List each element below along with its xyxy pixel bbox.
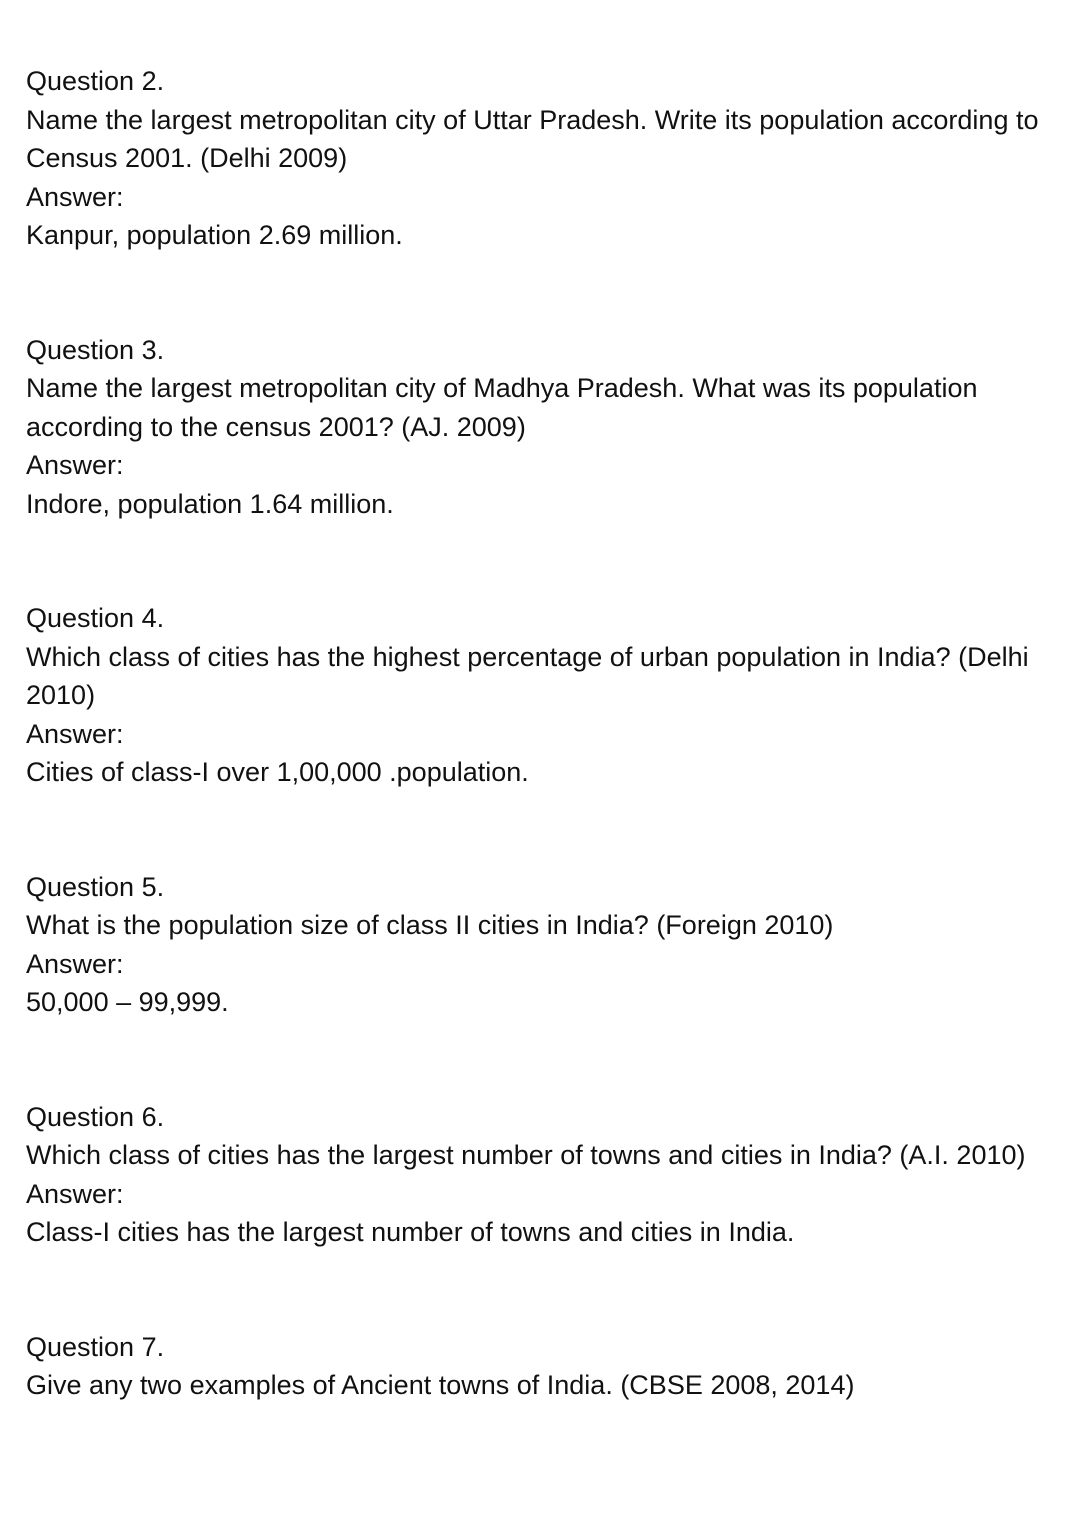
question-text: Give any two examples of Ancient towns o…	[26, 1370, 855, 1400]
question-4-block: Question 4. Which class of cities has th…	[26, 599, 1066, 792]
question-text: Which class of cities has the largest nu…	[26, 1140, 1026, 1170]
answer-text: Cities of class-I over 1,00,000 .populat…	[26, 757, 529, 787]
question-5-block: Question 5. What is the population size …	[26, 868, 1066, 1022]
question-text: Name the largest metropolitan city of Ma…	[26, 373, 978, 442]
question-text: What is the population size of class II …	[26, 910, 834, 940]
answer-label: Answer:	[26, 1178, 124, 1209]
question-label: Question 5.	[26, 871, 165, 902]
answer-label: Answer:	[26, 181, 124, 212]
question-label: Question 4.	[26, 603, 165, 633]
document-page: Question 2. Name the largest metropolita…	[26, 62, 1066, 1481]
question-2-block: Question 2. Name the largest metropolita…	[26, 62, 1066, 255]
answer-text: Kanpur, population 2.69 million.	[26, 220, 403, 250]
question-label: Question 2.	[26, 66, 165, 96]
question-label: Question 6.	[26, 1101, 165, 1132]
answer-text: Indore, population 1.64 million.	[26, 488, 394, 519]
answer-text: Class-I cities has the largest number of…	[26, 1217, 795, 1247]
question-text: Name the largest metropolitan city of Ut…	[26, 104, 1039, 174]
question-label: Question 3.	[26, 334, 165, 365]
question-label: Question 7.	[26, 1331, 165, 1362]
question-6-block: Question 6. Which class of cities has th…	[26, 1098, 1066, 1252]
answer-label: Answer:	[26, 718, 124, 749]
answer-label: Answer:	[26, 948, 124, 979]
question-7-block: Question 7. Give any two examples of Anc…	[26, 1328, 1066, 1405]
answer-label: Answer:	[26, 450, 124, 480]
question-text: Which class of cities has the highest pe…	[26, 641, 1029, 711]
answer-text: 50,000 – 99,999.	[26, 987, 229, 1017]
question-3-block: Question 3. Name the largest metropolita…	[26, 331, 1066, 524]
